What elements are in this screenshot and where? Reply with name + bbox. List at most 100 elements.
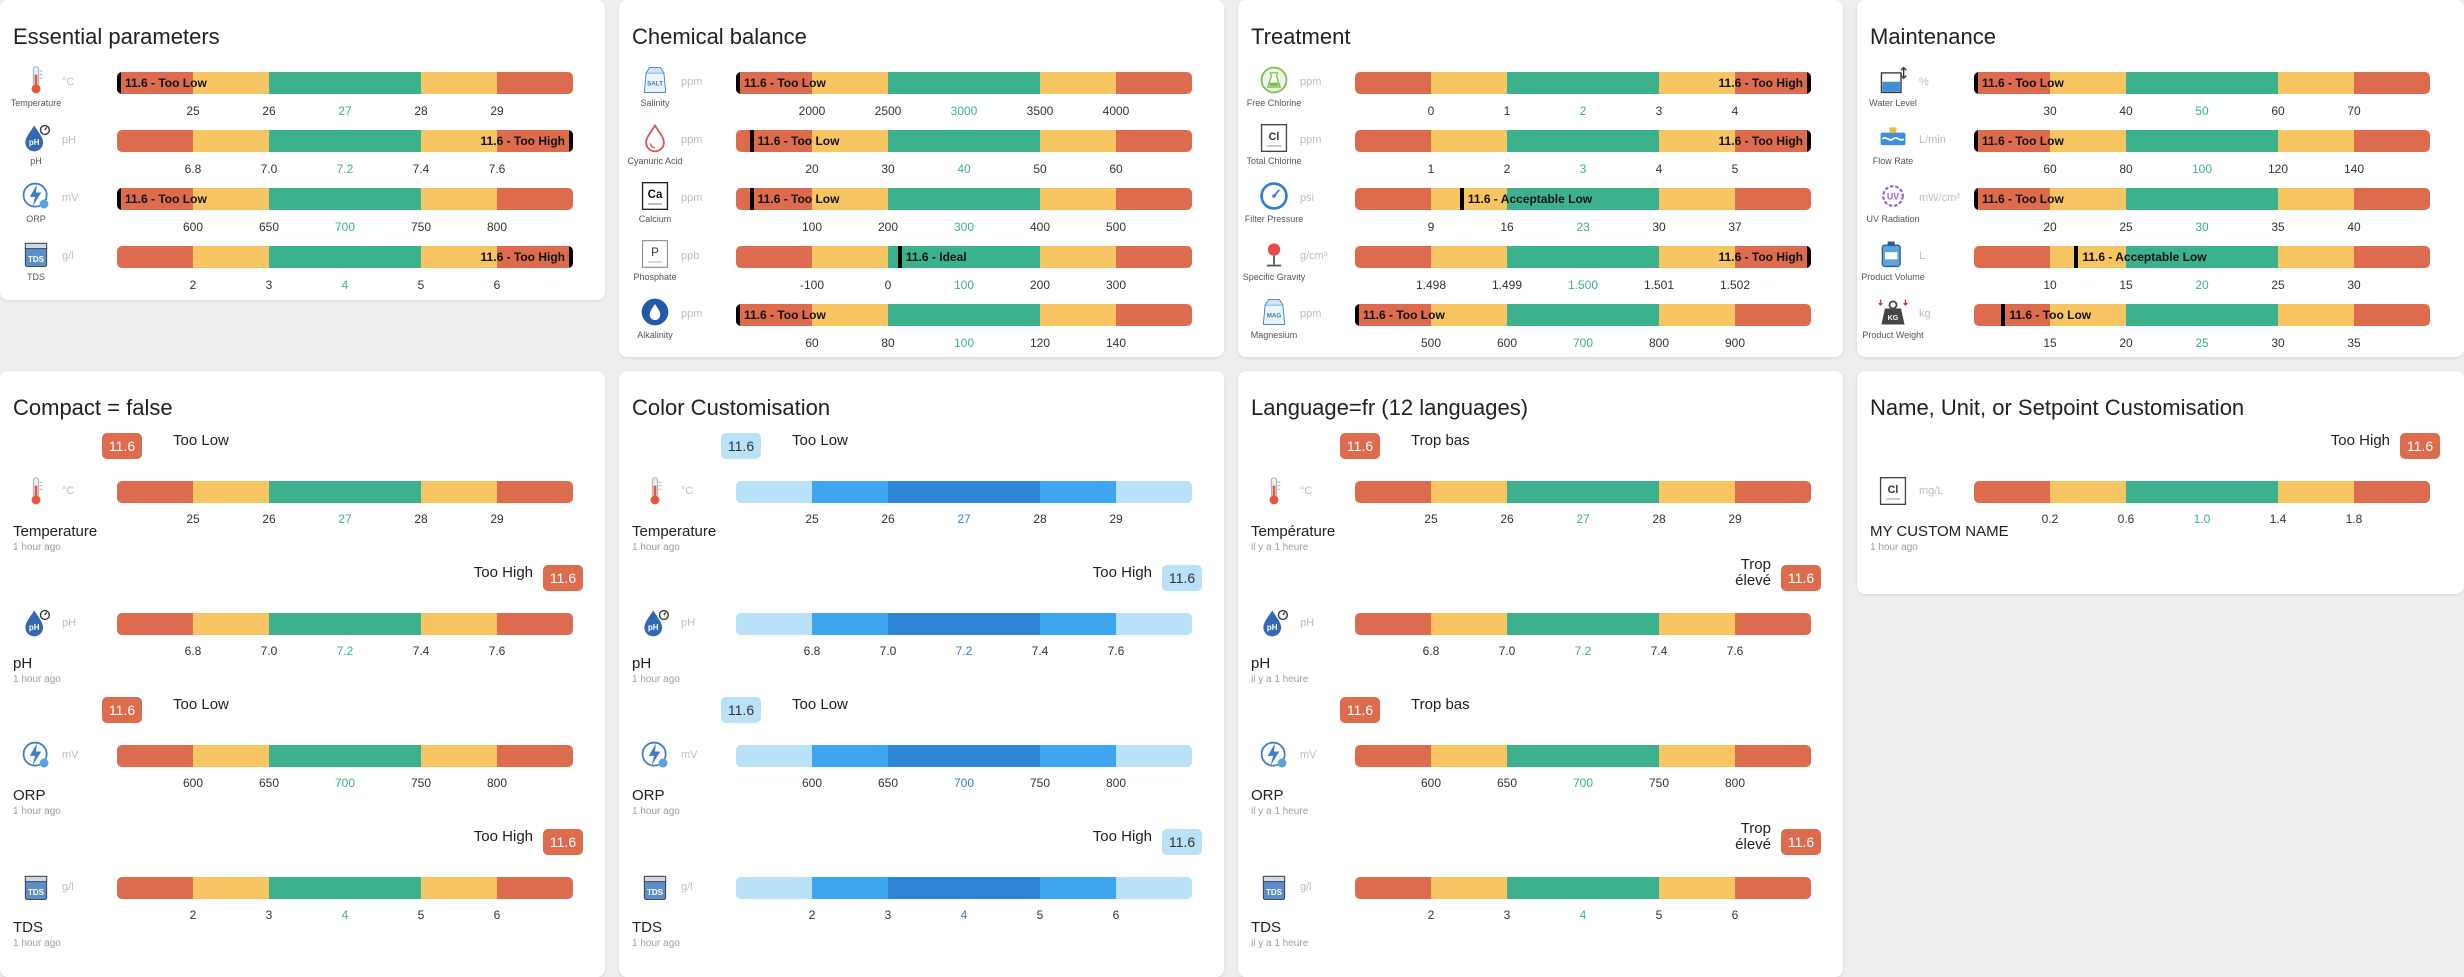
unit-label: g/l <box>681 881 693 893</box>
gauge-segment <box>2126 304 2202 326</box>
gauge-segment <box>2050 304 2126 326</box>
unit-label: ppm <box>681 308 703 320</box>
gauge-segment <box>1116 130 1192 152</box>
cyanuric-drop-icon <box>639 122 671 154</box>
gauge-segment <box>1116 188 1192 210</box>
gauge-bar: 11.6 - Too High <box>1355 130 1811 152</box>
sensor-name: ORP <box>13 787 46 804</box>
gauge-segment <box>345 130 421 152</box>
gauge-segment <box>1583 304 1659 326</box>
tick-label: 26 <box>262 512 276 526</box>
orp-bolt-icon <box>20 739 52 771</box>
tick-label: 3000 <box>950 104 978 118</box>
product-weight-icon-graphic: KG <box>1878 299 1908 325</box>
svg-text:Cl: Cl <box>1269 131 1280 143</box>
tick-label: 7.0 <box>260 644 278 658</box>
ph-drop-icon-graphic: pH <box>1263 609 1288 637</box>
gauge-bar <box>1355 745 1811 767</box>
uv-radiation-icon: UV <box>1877 180 1909 212</box>
gauge-segment <box>2354 481 2430 503</box>
tick-label: 25 <box>186 104 200 118</box>
gauge-segment <box>497 877 573 899</box>
last-updated: 1 hour ago <box>632 674 680 685</box>
sensor-name: Filter Pressure <box>1244 214 1304 224</box>
ph-drop-icon-graphic: pH <box>25 124 50 152</box>
last-updated: 1 hour ago <box>13 542 61 553</box>
sensor-name: pH <box>632 655 652 672</box>
tick-label: 30 <box>2195 220 2209 234</box>
tick-label: 7.6 <box>488 162 506 176</box>
tick-label: 15 <box>2043 336 2057 350</box>
unit-label: L <box>1919 250 1926 262</box>
state-text: Too Low <box>173 432 229 449</box>
product-weight-icon: KG <box>1877 296 1909 328</box>
state-text: Trop élevé <box>1735 556 1771 589</box>
tick-label: 300 <box>953 220 975 234</box>
tick-label: 800 <box>1724 776 1746 790</box>
tick-label: 10 <box>2043 278 2057 292</box>
unit-label: mV <box>681 749 698 761</box>
gauge-segment <box>1431 877 1507 899</box>
gauge-segment <box>1659 481 1735 503</box>
card-title: Compact = false <box>13 395 173 420</box>
gauge-segment <box>1735 877 1811 899</box>
gauge-bar: 11.6 - Too High <box>117 130 573 152</box>
tick-label: 29 <box>1728 512 1742 526</box>
value-bubble: 11.6 <box>1340 433 1380 459</box>
gauge-segment <box>193 130 269 152</box>
gauge-bar: 11.6 - Acceptable Low <box>1355 188 1811 210</box>
tick-label: 9 <box>1427 220 1435 234</box>
gauge-segment <box>2202 304 2278 326</box>
gauge-segment <box>964 72 1040 94</box>
svg-text:TDS: TDS <box>28 888 45 897</box>
tick-label: 7.2 <box>336 644 354 658</box>
tick-label: 650 <box>258 220 280 234</box>
gauge-bar <box>117 745 573 767</box>
gauge-segment <box>2278 72 2354 94</box>
tick-label: 400 <box>1029 220 1051 234</box>
tick-label: 3 <box>265 908 273 922</box>
card-title: Name, Unit, or Setpoint Customisation <box>1870 395 2245 420</box>
gauge-segment <box>497 613 573 635</box>
pressure-gauge-icon <box>1258 180 1290 212</box>
gauge-segment <box>497 188 573 210</box>
gauge-bar: 11.6 - Too Low <box>736 304 1192 326</box>
gauge-segment <box>1735 481 1811 503</box>
gauge-segment <box>1355 246 1431 268</box>
gauge-segment <box>2050 188 2126 210</box>
tick-label: 60 <box>2271 104 2285 118</box>
tick-label: 700 <box>334 220 356 234</box>
tick-label: 100 <box>801 220 823 234</box>
state-text: Too High <box>1092 564 1152 581</box>
tick-label: 0.6 <box>2117 512 2135 526</box>
gauge-segment <box>1735 304 1811 326</box>
value-marker <box>569 130 573 152</box>
value-state-label: 11.6 - Too High <box>1718 250 1803 264</box>
card-title: Color Customisation <box>632 395 831 420</box>
gauge-segment <box>1040 130 1116 152</box>
tick-label: 60 <box>805 336 819 350</box>
gauge-segment <box>345 613 421 635</box>
ph-drop-icon: pH <box>1258 607 1290 639</box>
gauge-segment <box>1040 481 1116 503</box>
gauge-segment <box>964 304 1040 326</box>
gauge-segment <box>888 188 964 210</box>
unit-label: g/cm³ <box>1300 250 1328 262</box>
gauge-segment <box>736 613 812 635</box>
gauge-segment <box>812 72 888 94</box>
tick-label: 25 <box>2119 220 2133 234</box>
gauge-segment <box>1040 877 1116 899</box>
gauge-segment <box>1040 613 1116 635</box>
gauge-segment <box>1431 481 1507 503</box>
tick-label: 120 <box>2267 162 2289 176</box>
tick-label: 700 <box>1572 336 1594 350</box>
gauge-segment <box>888 130 964 152</box>
gauge-bar: 11.6 - Too High <box>1355 72 1811 94</box>
gauge-segment <box>812 130 888 152</box>
tick-label: 3 <box>1655 104 1663 118</box>
tick-label: 2500 <box>874 104 902 118</box>
gauge-segment <box>1040 246 1116 268</box>
tick-label: 5 <box>417 908 425 922</box>
gauge-segment <box>1116 745 1192 767</box>
tick-label: 6.8 <box>184 644 202 658</box>
